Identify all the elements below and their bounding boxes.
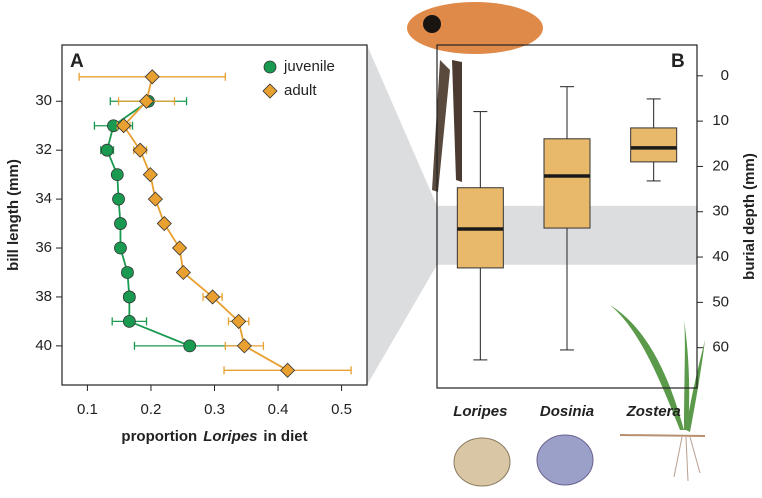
y-tick-label: 40 <box>35 337 52 354</box>
legend-marker <box>262 83 278 99</box>
marker <box>205 289 221 305</box>
category-label: Zostera <box>626 403 681 420</box>
legend-marker <box>263 60 277 74</box>
marker <box>114 217 127 230</box>
seagrass <box>610 305 705 432</box>
bird-head <box>407 2 543 54</box>
y-tick-label: 60 <box>712 339 729 356</box>
marker <box>112 192 125 206</box>
marker <box>114 241 127 255</box>
marker <box>138 93 155 109</box>
illustrations <box>407 2 706 487</box>
y-tick-label: 30 <box>712 203 729 220</box>
x-tick-label: 0.4 <box>268 401 289 418</box>
rhizome <box>619 434 706 437</box>
y-tick-label: 20 <box>712 157 729 174</box>
x-axis-label: proportion Loripes in diet <box>121 428 307 445</box>
box <box>543 138 591 229</box>
marker <box>121 266 134 279</box>
marker <box>231 313 247 329</box>
marker <box>156 215 172 232</box>
marker <box>280 362 296 378</box>
y-tick-label: 50 <box>712 293 729 310</box>
category-label: Loripes <box>453 403 507 420</box>
x-tick-label: 0.5 <box>331 401 352 418</box>
x-axis-label-part: proportion <box>121 428 197 445</box>
legend-label: adult <box>284 82 317 99</box>
marker <box>142 167 158 183</box>
box <box>630 127 678 163</box>
y-tick-label: 30 <box>35 92 52 109</box>
y-tick-label: 32 <box>35 141 52 158</box>
x-axis-label-part: in diet <box>263 428 307 445</box>
shell <box>536 434 594 486</box>
roots <box>673 436 701 482</box>
y-tick-label: 40 <box>712 248 729 265</box>
bird-bill <box>432 60 450 192</box>
y-tick-label: 36 <box>35 239 52 256</box>
plot-frame <box>436 44 698 389</box>
y-axis-label: burial depth (mm) <box>741 153 758 280</box>
y-tick-label: 34 <box>35 190 52 207</box>
marker <box>100 143 114 157</box>
category-label: Dosinia <box>540 403 594 420</box>
connector <box>367 45 437 385</box>
x-tick-label: 0.2 <box>141 401 162 418</box>
marker <box>147 191 163 207</box>
y-axis-label: bill length (mm) <box>5 159 22 271</box>
x-tick-label: 0.3 <box>204 401 225 418</box>
x-axis-label-part: Loripes <box>203 428 257 445</box>
panel-label: A <box>70 51 84 72</box>
marker <box>122 315 136 328</box>
marker <box>110 168 124 182</box>
marker <box>171 240 188 256</box>
bird-eye <box>423 15 441 33</box>
marker <box>236 338 252 354</box>
legend-label: juvenile <box>283 58 335 75</box>
x-tick-label: 0.1 <box>77 401 98 418</box>
marker <box>132 142 148 158</box>
marker <box>122 290 136 304</box>
y-tick-label: 38 <box>35 288 52 305</box>
background <box>367 45 697 385</box>
marker <box>116 118 132 134</box>
bird-bill <box>452 60 462 182</box>
y-tick-label: 0 <box>721 67 729 84</box>
marker <box>144 69 160 85</box>
marker <box>175 264 191 281</box>
shell <box>453 437 511 487</box>
y-tick-label: 10 <box>712 112 729 129</box>
plot-frame <box>61 44 368 386</box>
panel-label: B <box>671 51 685 72</box>
marker <box>183 339 197 353</box>
